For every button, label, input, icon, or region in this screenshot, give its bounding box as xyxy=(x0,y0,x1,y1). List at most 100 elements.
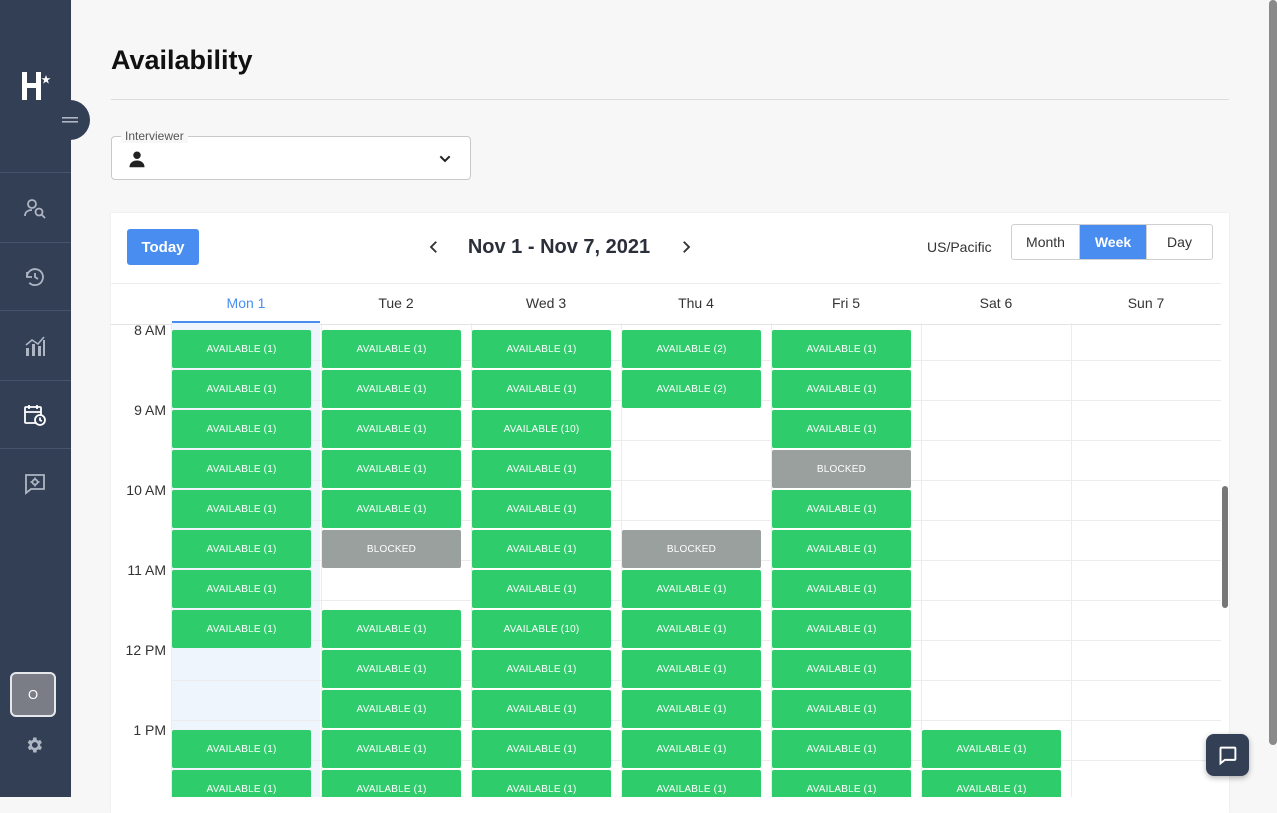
available-slot[interactable]: AVAILABLE (1) xyxy=(172,450,311,488)
sidebar-collapse-button[interactable] xyxy=(50,100,90,140)
available-slot[interactable]: AVAILABLE (1) xyxy=(172,730,311,768)
blocked-slot[interactable]: BLOCKED xyxy=(622,530,761,568)
nav-history[interactable] xyxy=(0,243,71,311)
available-slot[interactable]: AVAILABLE (1) xyxy=(772,330,911,368)
blocked-slot[interactable]: BLOCKED xyxy=(322,530,461,568)
week-grid: 8 AM 9 AM 10 AM 11 AM 12 PM 1 PM AVAILABLE (1)… xyxy=(111,323,1221,797)
available-slot[interactable]: AVAILABLE (1) xyxy=(772,570,911,608)
view-week-button[interactable]: Week xyxy=(1079,225,1146,259)
available-slot[interactable]: AVAILABLE (1) xyxy=(172,610,311,648)
feedback-icon xyxy=(25,474,45,495)
available-slot[interactable]: AVAILABLE (1) xyxy=(772,770,911,797)
available-slot[interactable]: AVAILABLE (1) xyxy=(322,770,461,797)
available-slot[interactable]: AVAILABLE (1) xyxy=(772,530,911,568)
available-slot[interactable]: AVAILABLE (1) xyxy=(322,450,461,488)
nav-divider xyxy=(0,310,71,311)
chat-button[interactable] xyxy=(1206,734,1249,776)
nav-divider xyxy=(0,448,71,449)
available-slot[interactable]: AVAILABLE (1) xyxy=(622,770,761,797)
available-slot[interactable]: AVAILABLE (1) xyxy=(472,490,611,528)
day-header[interactable]: Wed 3 xyxy=(525,295,567,311)
settings-gear-icon[interactable] xyxy=(24,735,44,755)
available-slot[interactable]: AVAILABLE (1) xyxy=(172,770,311,797)
day-header[interactable]: Mon 1 xyxy=(172,284,320,324)
nav-analytics[interactable] xyxy=(0,312,71,380)
available-slot[interactable]: AVAILABLE (1) xyxy=(172,410,311,448)
available-slot[interactable]: AVAILABLE (1) xyxy=(922,730,1061,768)
calendar-clock-icon xyxy=(24,405,46,426)
available-slot[interactable]: AVAILABLE (1) xyxy=(172,490,311,528)
column-line xyxy=(771,323,772,797)
available-slot[interactable]: AVAILABLE (1) xyxy=(622,690,761,728)
available-slot[interactable]: AVAILABLE (1) xyxy=(472,330,611,368)
available-slot[interactable]: AVAILABLE (1) xyxy=(772,490,911,528)
time-label: 11 AM xyxy=(127,562,166,578)
available-slot[interactable]: AVAILABLE (1) xyxy=(472,530,611,568)
interviewer-select[interactable] xyxy=(111,136,471,180)
nav-divider xyxy=(0,380,71,381)
page-title: Availability xyxy=(111,45,253,75)
available-slot[interactable]: AVAILABLE (1) xyxy=(172,570,311,608)
available-slot[interactable]: AVAILABLE (1) xyxy=(322,730,461,768)
blocked-slot[interactable]: BLOCKED xyxy=(772,450,911,488)
available-slot[interactable]: AVAILABLE (1) xyxy=(772,370,911,408)
available-slot[interactable]: AVAILABLE (1) xyxy=(772,610,911,648)
chevron-right-icon[interactable] xyxy=(677,237,695,257)
available-slot[interactable]: AVAILABLE (1) xyxy=(472,570,611,608)
page-scrollbar[interactable] xyxy=(1269,0,1277,745)
time-label: 9 AM xyxy=(134,402,166,418)
available-slot[interactable]: AVAILABLE (1) xyxy=(622,570,761,608)
nav-feedback[interactable] xyxy=(0,450,71,518)
available-slot[interactable]: AVAILABLE (10) xyxy=(472,410,611,448)
available-slot[interactable]: AVAILABLE (1) xyxy=(472,370,611,408)
available-slot[interactable]: AVAILABLE (1) xyxy=(472,770,611,797)
available-slot[interactable]: AVAILABLE (1) xyxy=(922,770,1061,797)
available-slot[interactable]: AVAILABLE (1) xyxy=(172,530,311,568)
available-slot[interactable]: AVAILABLE (1) xyxy=(472,450,611,488)
available-slot[interactable]: AVAILABLE (2) xyxy=(622,330,761,368)
day-header[interactable]: Sat 6 xyxy=(979,295,1013,311)
available-slot[interactable]: AVAILABLE (1) xyxy=(622,730,761,768)
available-slot[interactable]: AVAILABLE (1) xyxy=(772,650,911,688)
person-icon xyxy=(129,151,145,168)
chevron-left-icon[interactable] xyxy=(425,237,443,257)
available-slot[interactable]: AVAILABLE (1) xyxy=(622,650,761,688)
available-slot[interactable]: AVAILABLE (1) xyxy=(322,690,461,728)
day-header[interactable]: Thu 4 xyxy=(678,295,714,311)
today-button[interactable]: Today xyxy=(127,229,199,265)
day-header[interactable]: Sun 7 xyxy=(1127,295,1165,311)
available-slot[interactable]: AVAILABLE (1) xyxy=(322,330,461,368)
nav-availability[interactable] xyxy=(0,381,71,449)
view-day-button[interactable]: Day xyxy=(1146,225,1212,259)
nav-candidate-search[interactable] xyxy=(0,174,71,242)
column-line xyxy=(921,323,922,797)
available-slot[interactable]: AVAILABLE (1) xyxy=(172,330,311,368)
day-header[interactable]: Fri 5 xyxy=(832,295,860,311)
available-slot[interactable]: AVAILABLE (2) xyxy=(622,370,761,408)
calendar-scrollbar[interactable] xyxy=(1222,486,1228,608)
available-slot[interactable]: AVAILABLE (1) xyxy=(472,650,611,688)
analytics-icon xyxy=(25,336,45,356)
day-header[interactable]: Tue 2 xyxy=(378,295,414,311)
available-slot[interactable]: AVAILABLE (1) xyxy=(172,370,311,408)
logo-icon xyxy=(22,72,51,100)
day-header-row: Mon 1 Tue 2 Wed 3 Thu 4 Fri 5 Sat 6 Sun 7 xyxy=(111,283,1221,325)
available-slot[interactable]: AVAILABLE (1) xyxy=(472,730,611,768)
available-slot[interactable]: AVAILABLE (1) xyxy=(772,730,911,768)
available-slot[interactable]: AVAILABLE (1) xyxy=(322,370,461,408)
available-slot[interactable]: AVAILABLE (1) xyxy=(322,610,461,648)
view-month-button[interactable]: Month xyxy=(1026,234,1065,250)
available-slot[interactable]: AVAILABLE (10) xyxy=(472,610,611,648)
chat-icon xyxy=(1219,746,1237,766)
available-slot[interactable]: AVAILABLE (1) xyxy=(622,610,761,648)
time-label: 10 AM xyxy=(126,482,166,498)
available-slot[interactable]: AVAILABLE (1) xyxy=(472,690,611,728)
user-avatar[interactable]: O xyxy=(10,672,56,717)
available-slot[interactable]: AVAILABLE (1) xyxy=(322,490,461,528)
column-line xyxy=(471,323,472,797)
available-slot[interactable]: AVAILABLE (1) xyxy=(772,690,911,728)
available-slot[interactable]: AVAILABLE (1) xyxy=(772,410,911,448)
chevron-down-icon xyxy=(439,155,451,163)
available-slot[interactable]: AVAILABLE (1) xyxy=(322,650,461,688)
available-slot[interactable]: AVAILABLE (1) xyxy=(322,410,461,448)
